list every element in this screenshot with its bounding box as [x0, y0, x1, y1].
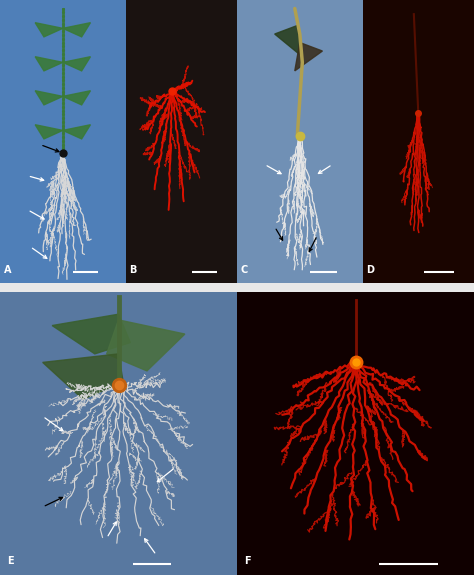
Polygon shape [63, 57, 91, 71]
Text: D: D [366, 265, 374, 275]
Text: B: B [129, 265, 137, 275]
Text: E: E [7, 557, 14, 566]
Polygon shape [274, 25, 302, 57]
Text: A: A [4, 265, 11, 275]
Polygon shape [63, 91, 91, 105]
Polygon shape [63, 22, 91, 37]
Text: F: F [244, 557, 251, 566]
Polygon shape [63, 125, 91, 139]
Polygon shape [35, 91, 63, 105]
Polygon shape [35, 57, 63, 71]
Polygon shape [295, 43, 322, 71]
Polygon shape [52, 314, 130, 354]
Polygon shape [43, 354, 123, 399]
Text: C: C [241, 265, 248, 275]
Polygon shape [35, 22, 63, 37]
Polygon shape [107, 320, 185, 371]
Polygon shape [35, 125, 63, 139]
